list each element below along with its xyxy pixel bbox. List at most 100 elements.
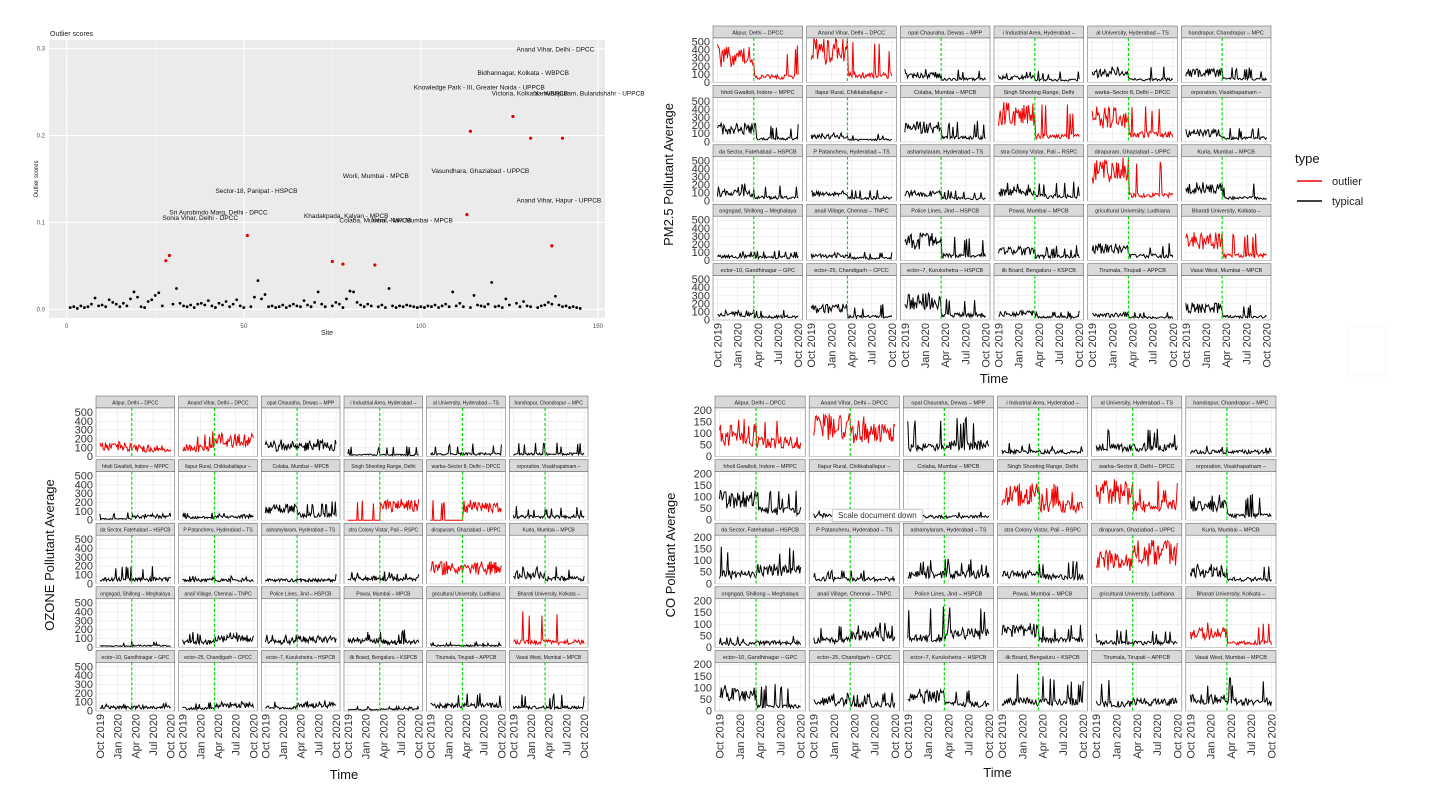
typical-point bbox=[476, 303, 479, 307]
x-tick-label: Oct 2019 bbox=[1091, 714, 1103, 759]
y-tick-label: 150 bbox=[694, 480, 712, 492]
outlier-site-label: Colaba, Mumbai - MPCB bbox=[339, 217, 411, 224]
facet-strip-label: ector–25, Chandigarh – CPCC bbox=[814, 268, 889, 274]
typical-point bbox=[359, 303, 363, 307]
y-tick-label: 100 bbox=[694, 555, 712, 567]
facet-panel: Bharati University, Kolkata – bbox=[1181, 203, 1272, 261]
facet-strip-label: Colaba, Mumbai – MPCB bbox=[272, 464, 329, 470]
y-tick-label: 100 bbox=[692, 69, 710, 81]
y-tick-label: 0.0 bbox=[37, 307, 46, 313]
typical-point bbox=[75, 307, 79, 310]
typical-series-line bbox=[347, 704, 420, 711]
typical-point bbox=[224, 300, 228, 303]
y-tick-label: 500 bbox=[75, 471, 93, 483]
y-tick-label: 0 bbox=[87, 515, 93, 527]
facet-strip-label: ashamylaram, Hyderabad – TS bbox=[910, 528, 986, 534]
typical-point bbox=[136, 295, 139, 299]
facet-panel: anali Village, Chennai – TNPC bbox=[808, 586, 900, 648]
y-tick-label: 400 bbox=[692, 282, 710, 294]
legend-title: type bbox=[1295, 151, 1320, 166]
outlier-scores-chart: Outlier scores 0 50 100 150 0.0 0.1 0.2 0.3 Site O… bbox=[34, 31, 645, 337]
x-tick-label: Jul 2020 bbox=[960, 323, 972, 365]
y-tick-label: 400 bbox=[75, 479, 93, 491]
outlier-site-label: Victoria, Kolkata - WBPCB bbox=[492, 91, 568, 98]
facet-strip-label: al University, Hyderabad – TS bbox=[1096, 31, 1169, 37]
typical-point bbox=[366, 302, 370, 306]
x-tick-label: Jul 2020 bbox=[1054, 323, 1066, 365]
facet-panel: P Patancheru, Hyderabad – TS bbox=[806, 144, 897, 202]
x-tick-label: Apr 2020 bbox=[296, 714, 308, 759]
facet-panel: Police Lines, Jind – HSPCB bbox=[261, 586, 341, 648]
outlier-series-line bbox=[1189, 622, 1272, 647]
facet-panel: orporation, Visakhapatnam – bbox=[1181, 85, 1272, 143]
x-tick-label: Oct 2020 bbox=[331, 714, 343, 759]
x-tick-label: Jul 2020 bbox=[148, 714, 160, 756]
facet-strip-label: handrapur, Chandrapur – MPC bbox=[1193, 401, 1268, 407]
outlier-series-line bbox=[1001, 483, 1084, 515]
typical-point bbox=[274, 306, 278, 309]
facet-strip-label: da Sector, Fatehabad – HSPCB bbox=[719, 149, 797, 155]
outlier-series-line bbox=[1091, 106, 1174, 139]
facet-strip-label: ilk Board, Bengaluru – KSPCB bbox=[1005, 655, 1080, 661]
x-tick-label: Jan 2020 bbox=[1014, 323, 1026, 368]
y-tick-label: 400 bbox=[692, 45, 710, 57]
outlier-series-line bbox=[347, 498, 420, 521]
typical-point bbox=[203, 303, 207, 307]
x-tick-label: Oct 2020 bbox=[887, 323, 899, 368]
typical-series-line bbox=[904, 189, 986, 201]
y-tick-label: 300 bbox=[75, 425, 93, 437]
x-tick-label: Apr 2020 bbox=[753, 323, 765, 368]
outlier-point bbox=[468, 129, 473, 133]
typical-series-line bbox=[907, 688, 990, 708]
typical-point bbox=[306, 303, 309, 307]
facet-strip-label: Alipur, Delhi – DPCC bbox=[732, 31, 783, 37]
facet-panel: anali Village, Chennai – TNPC bbox=[178, 586, 258, 648]
facet-strip-label: Powai, Mumbai – MPCB bbox=[1013, 591, 1073, 597]
facet-panel: Powai, Mumbai – MPCB bbox=[997, 586, 1088, 648]
facet-panel: Police Lines, Jind – HSPCB bbox=[900, 203, 991, 261]
typical-point bbox=[231, 302, 235, 306]
y-tick-label: 100 bbox=[692, 128, 710, 140]
typical-point bbox=[472, 294, 476, 297]
y-tick-label: 0 bbox=[704, 255, 710, 267]
y-tick-label: 100 bbox=[75, 506, 93, 518]
facet-panel: handrapur, Chandrapur – MPC bbox=[509, 395, 589, 457]
typical-point bbox=[249, 305, 253, 309]
facet-panel: Anand Vihar, Delhi – DPCC bbox=[808, 395, 900, 457]
typical-point bbox=[320, 302, 324, 306]
facet-panel: ongngad, Shillong – Meghalaya 01002003004… bbox=[75, 586, 175, 654]
typical-point bbox=[412, 305, 416, 309]
x-tick-label: Apr 2020 bbox=[847, 323, 859, 368]
typical-series-line bbox=[1185, 66, 1267, 82]
typical-series-line bbox=[264, 633, 337, 646]
y-tick-label: 500 bbox=[75, 598, 93, 610]
y-tick-label: 400 bbox=[75, 416, 93, 428]
x-tick-label: Apr 2020 bbox=[943, 714, 955, 759]
facet-panel: ashamylaram, Hyderabad – TS bbox=[900, 144, 991, 202]
facet-panel: stra Colony Vistar, Pali – RSPC bbox=[997, 522, 1088, 585]
outlier-series-line bbox=[1091, 157, 1174, 200]
x-tick-label: Jul 2020 bbox=[479, 714, 491, 756]
x-tick-label: Jan 2020 bbox=[735, 714, 747, 759]
typical-series-line bbox=[907, 606, 990, 643]
y-tick-label: 200 bbox=[692, 61, 710, 73]
outlier-point bbox=[550, 244, 554, 248]
facet-strip-label: Police Lines, Jind – HSPCB bbox=[914, 591, 982, 597]
x-tick-label: 150 bbox=[593, 324, 604, 330]
facet-strip-label: warka–Sector 8, Delhi – DPCC bbox=[1094, 90, 1171, 96]
x-tick-label: Apr 2020 bbox=[378, 714, 390, 759]
facet-panel: al University, Hyderabad – TS bbox=[1091, 395, 1183, 457]
facet-panel: gricultural University, Ludhiana bbox=[1087, 203, 1178, 261]
facet-panel: gricultural University, Ludhiana bbox=[426, 586, 506, 648]
typical-point bbox=[210, 304, 214, 308]
outlier-series-line bbox=[430, 499, 502, 521]
facet-strip-label: ector–10, Gandhinagar – GPC bbox=[723, 655, 797, 661]
typical-point bbox=[458, 301, 462, 305]
facet-panel: Singh Shooting Range, Delhi bbox=[997, 459, 1088, 521]
facet-panel: P Patancheru, Hyderabad – TS bbox=[808, 522, 900, 585]
typical-point bbox=[277, 305, 281, 309]
facet-strip-label: Colaba, Mumbai – MPCB bbox=[917, 464, 979, 470]
facet-strip-label: llapur Rural, Chikkaballapur – bbox=[818, 464, 891, 470]
typical-series-line bbox=[182, 574, 254, 584]
typical-point bbox=[206, 299, 210, 303]
